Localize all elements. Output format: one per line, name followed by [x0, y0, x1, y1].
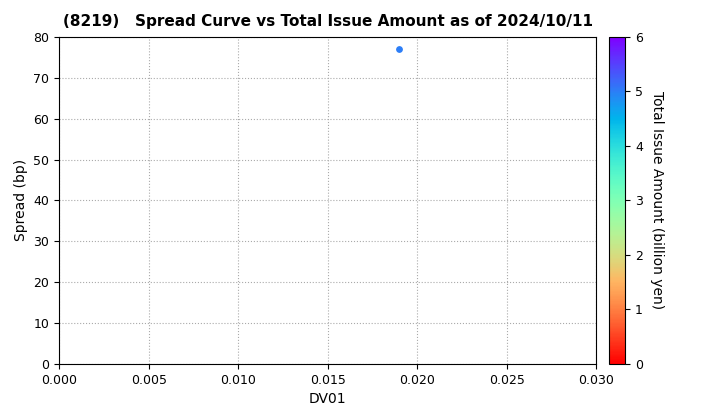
Y-axis label: Total Issue Amount (billion yen): Total Issue Amount (billion yen) — [650, 92, 664, 310]
Point — [394, 46, 405, 52]
X-axis label: DV01: DV01 — [309, 392, 346, 406]
Title: (8219)   Spread Curve vs Total Issue Amount as of 2024/10/11: (8219) Spread Curve vs Total Issue Amoun… — [63, 14, 593, 29]
Y-axis label: Spread (bp): Spread (bp) — [14, 159, 28, 242]
